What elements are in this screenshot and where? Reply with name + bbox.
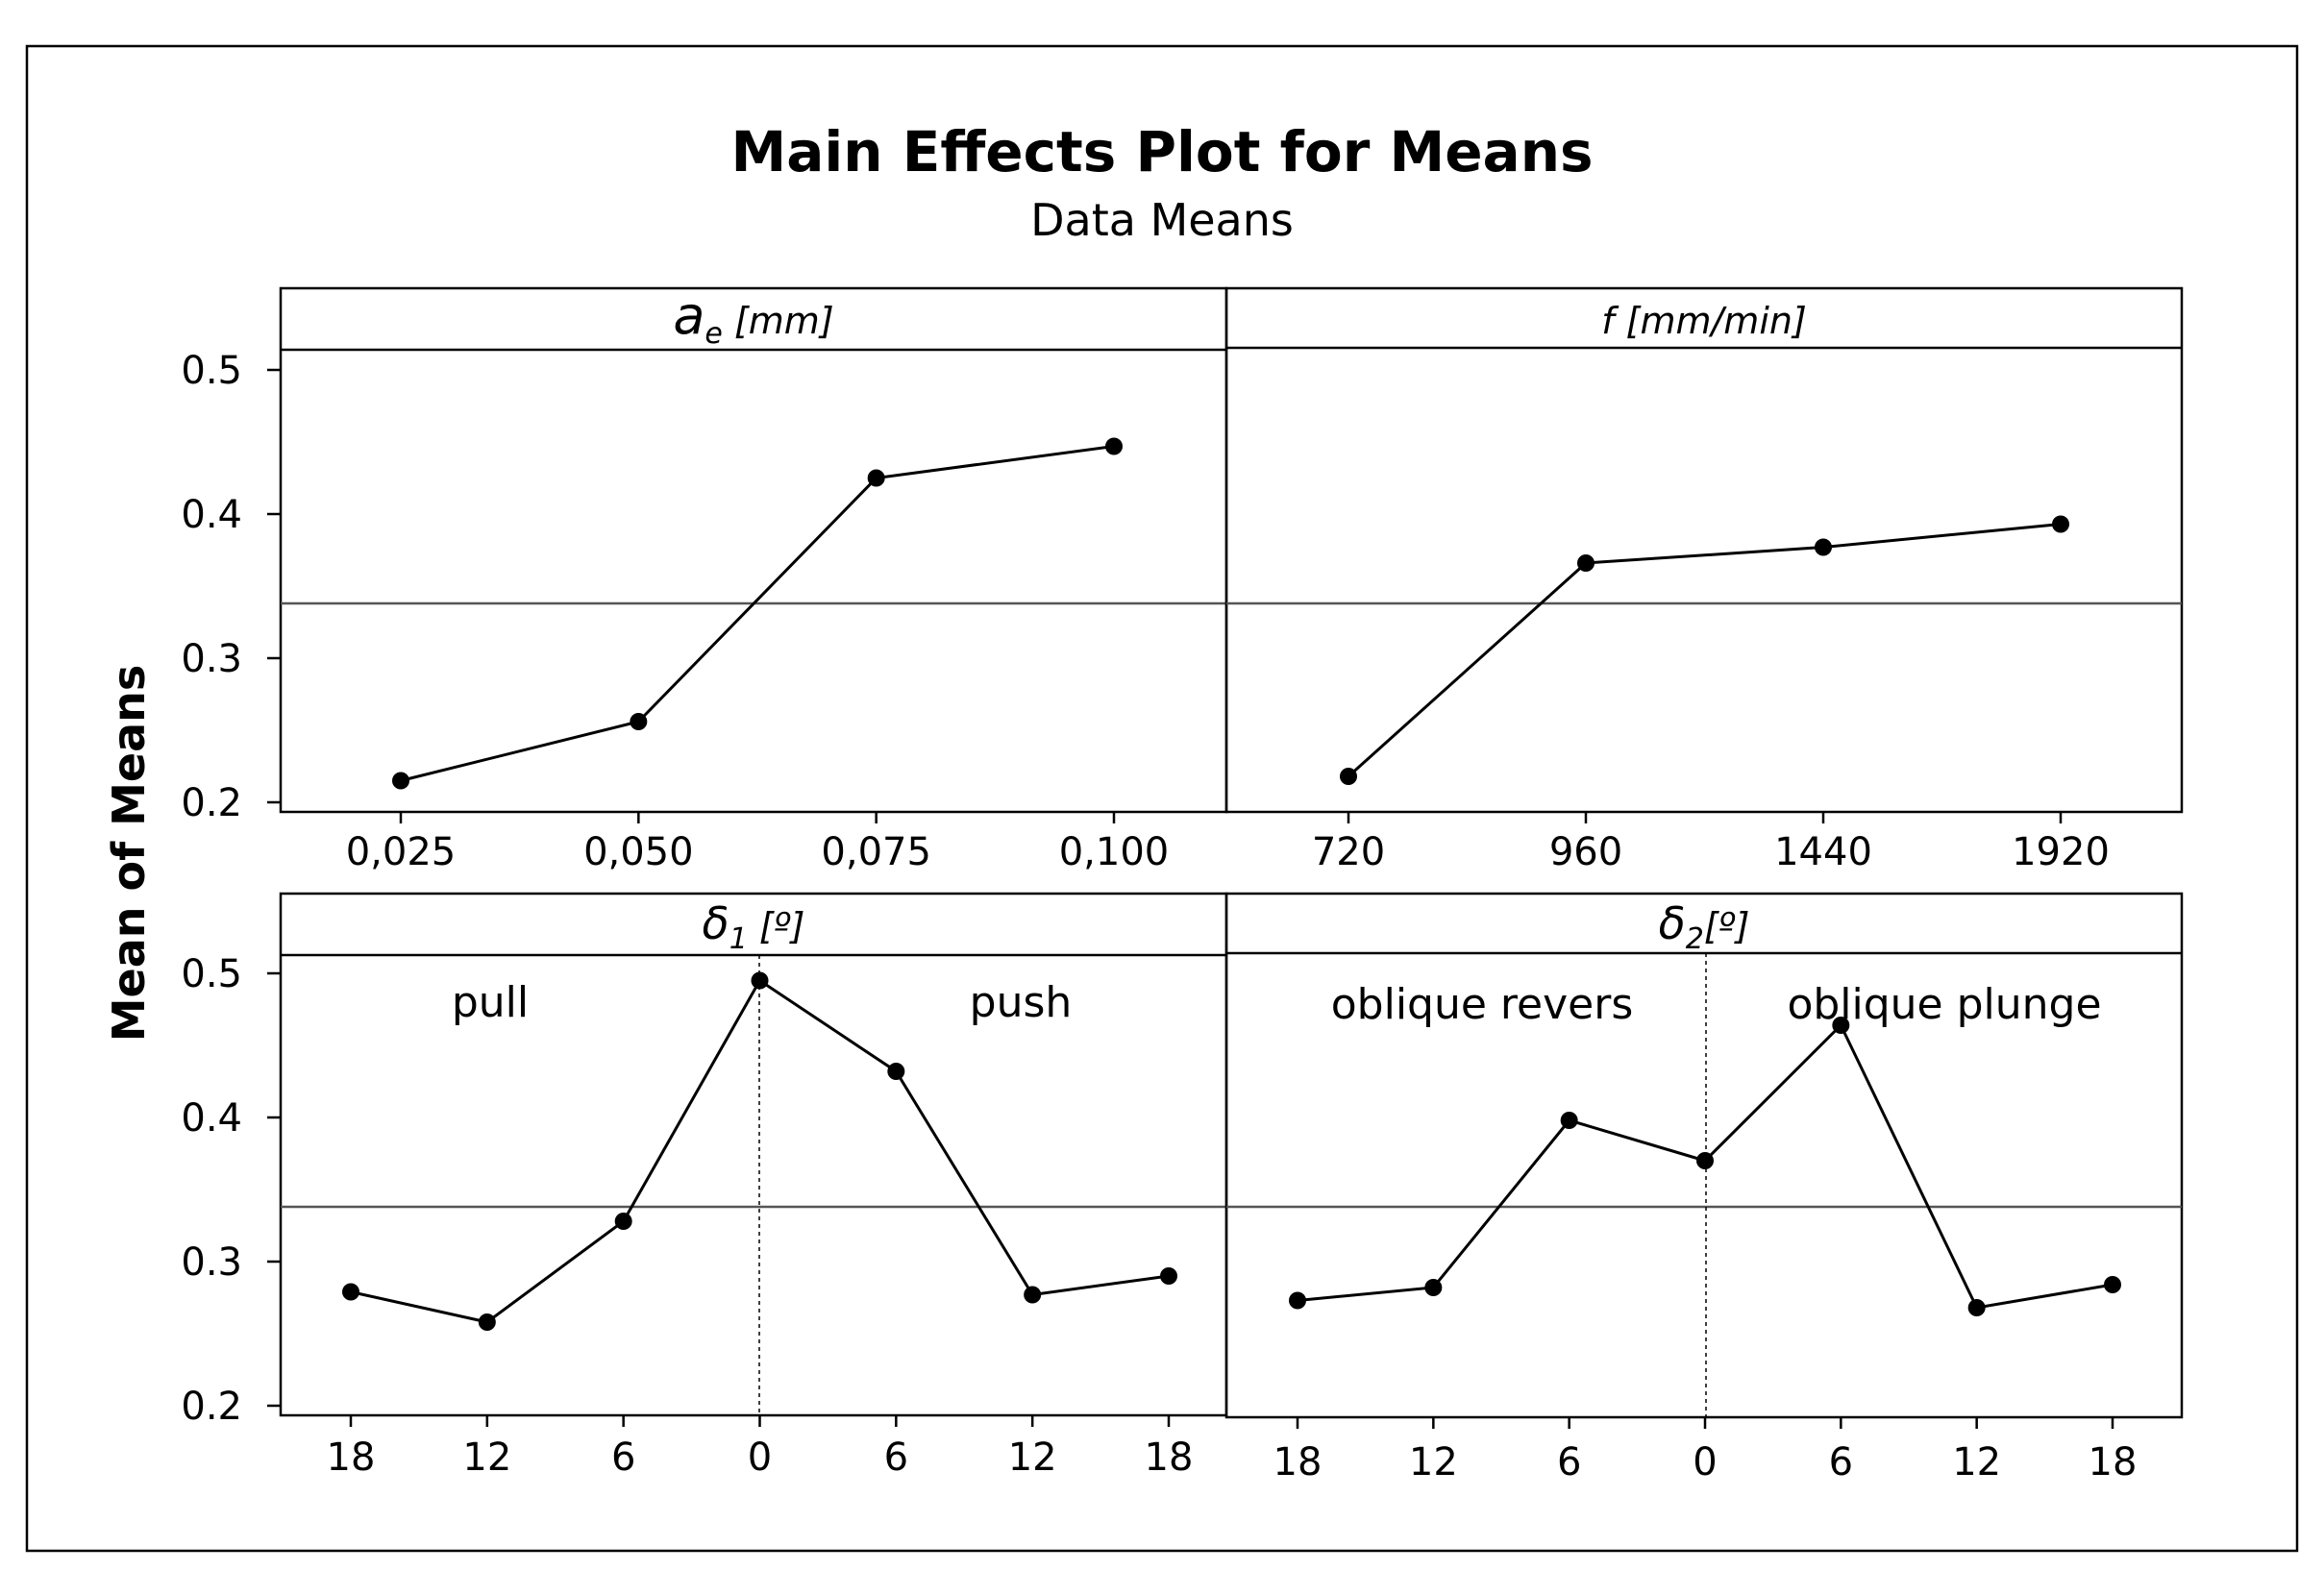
y-tick-label: 0.3 [181,637,242,681]
x-tick-label: 1440 [1774,830,1872,874]
data-point [1424,1279,1443,1296]
panel-frame [1224,286,2184,814]
data-point [614,1213,632,1230]
strip-unit: [º] [1704,905,1750,947]
x-tick-label: 18 [1273,1440,1323,1485]
x-tick-label: 12 [1952,1440,2001,1485]
strip-unit: [mm] [723,300,834,342]
panel-delta1: δ1 [º] 0.2 0.3 0.4 0.5 18 12 6 0 6 12 18 pull push [181,892,1228,1480]
data-point [1289,1291,1306,1310]
data-point [1105,437,1123,455]
strip-symbol: a [673,285,705,346]
y-tick-label: 0.3 [181,1240,242,1285]
panel-title: f [mm/min] [1601,300,1807,342]
data-point [1967,1299,1986,1316]
x-tick-label: 12 [1008,1436,1057,1480]
x-tick-label: 12 [462,1436,511,1480]
panel-title: δ2[º] [1659,897,1750,956]
data-point [342,1283,359,1301]
data-point [392,772,409,790]
strip-symbol: δ [703,897,729,949]
data-point [1832,1017,1850,1034]
data-point [1815,538,1832,556]
y-tick-label: 0.5 [181,349,242,393]
x-tick-label: 0,050 [583,830,694,874]
strip-subscript: 1 [729,922,748,956]
data-point [2104,1276,2121,1293]
panel-title: ae [mm] [673,285,833,351]
strip-symbol: δ [1659,897,1686,949]
data-point [1696,1152,1714,1169]
strip-subscript: e [705,317,722,351]
y-tick-label: 0.5 [181,952,242,996]
x-tick-label: 960 [1549,830,1622,874]
x-tick-label: 0 [1693,1440,1717,1485]
data-point [751,971,769,990]
x-tick-label: 720 [1312,830,1385,874]
data-point [1577,554,1595,572]
data-point [478,1313,496,1331]
region-label: pull [452,978,529,1027]
panel-title: δ1 [º] [703,897,805,956]
data-point [630,713,648,730]
data-point [1340,768,1357,785]
panel-f: f [mm/min] 720 960 1440 1920 [1224,286,2184,874]
data-point [887,1063,905,1080]
x-tick-label: 1920 [2012,830,2110,874]
x-tick-label: 18 [327,1436,376,1480]
x-tick-label: 6 [1557,1440,1581,1485]
data-point [867,469,885,487]
y-tick-label: 0.2 [181,1385,242,1429]
x-tick-label: 6 [611,1436,635,1480]
x-tick-label: 18 [2089,1440,2138,1485]
y-tick-label: 0.2 [181,781,242,825]
data-point [1160,1267,1177,1285]
data-point [1024,1286,1042,1304]
x-tick-label: 12 [1409,1440,1458,1485]
x-tick-label: 18 [1145,1436,1194,1480]
y-tick-label: 0.4 [181,1096,242,1141]
region-label: push [970,978,1073,1027]
y-tick-label: 0.4 [181,493,242,537]
x-tick-label: 0,025 [346,830,457,874]
chart-subtitle: Data Means [1030,194,1294,246]
x-tick-label: 6 [1829,1440,1853,1485]
data-point [1560,1112,1578,1129]
series-line [1347,523,2062,778]
x-tick-label: 0,100 [1059,830,1170,874]
y-axis-label: Mean of Means [103,665,155,1043]
x-tick-label: 0,075 [821,830,931,874]
strip-unit: [º] [748,905,805,947]
figure-frame [25,44,2299,1553]
data-point [2052,515,2069,533]
x-tick-label: 0 [748,1436,772,1480]
panel-ae: ae [mm] 0.2 0.3 0.4 0.5 0,025 0,050 0,075 0,100 [181,285,1228,874]
panels: ae [mm] 0.2 0.3 0.4 0.5 0,025 0,050 0,075 0,100 f… [181,285,2184,1485]
x-tick-label: 6 [884,1436,908,1480]
chart-title: Main Effects Plot for Means [730,119,1593,184]
region-label: oblique revers [1331,980,1634,1029]
series-line [400,445,1115,782]
strip-subscript: 2 [1686,922,1704,956]
